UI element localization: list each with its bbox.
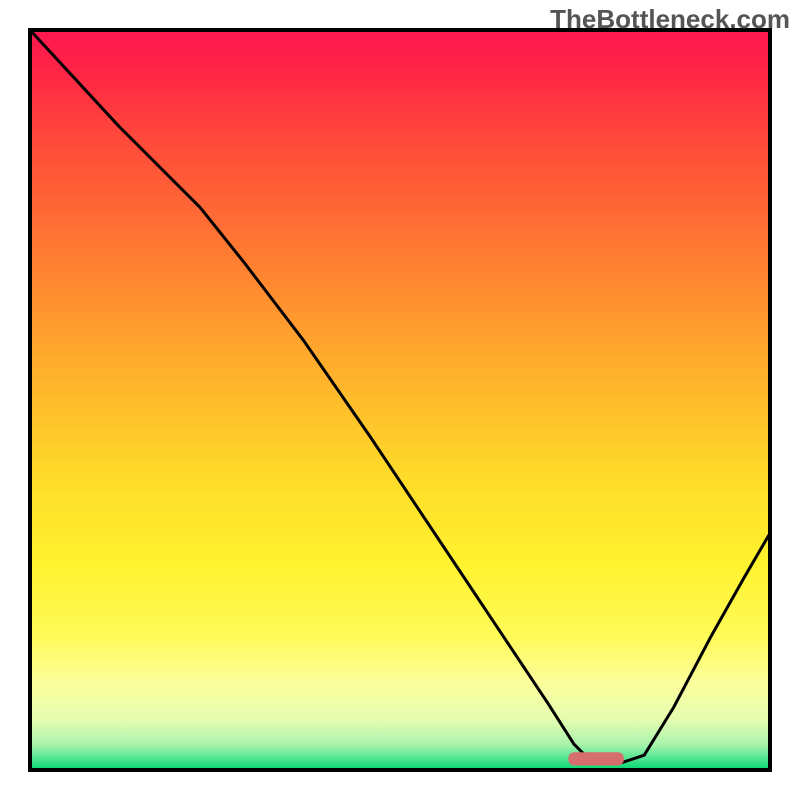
plot-area-gradient [30,30,770,770]
optimal-marker [568,752,624,765]
watermark-text: TheBottleneck.com [550,4,790,35]
bottleneck-chart [0,0,800,800]
chart-container: TheBottleneck.com [0,0,800,800]
